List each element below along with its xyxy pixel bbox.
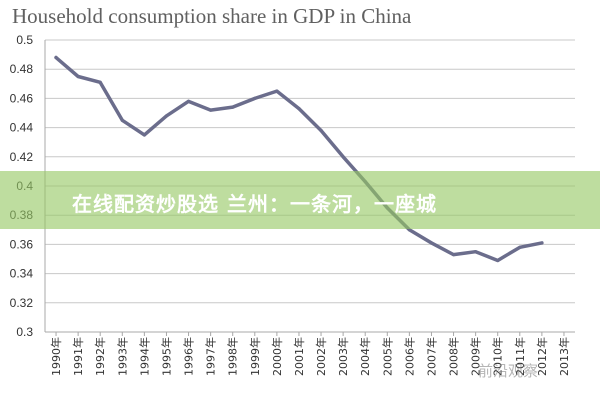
data-point xyxy=(231,105,235,109)
y-tick-label: 0.3 xyxy=(16,325,33,339)
series-group xyxy=(54,55,544,263)
x-tick-label: 1998年 xyxy=(226,337,240,376)
ad-banner[interactable] xyxy=(0,171,600,229)
data-point xyxy=(474,250,478,254)
watermark-text: 前沿观察 xyxy=(478,362,539,380)
data-point xyxy=(98,80,102,84)
series-line xyxy=(54,55,544,263)
x-tick-label: 1991年 xyxy=(71,337,85,376)
data-point xyxy=(275,89,279,93)
y-tick-label: 0.42 xyxy=(10,150,34,164)
x-tick-label: 1990年 xyxy=(49,337,63,376)
y-tick-label: 0.48 xyxy=(10,62,34,76)
ad-banner-text[interactable]: 在线配资炒股选 兰州：一条河，一座城 xyxy=(72,192,437,216)
data-point xyxy=(186,99,191,103)
x-tick-label: 1994年 xyxy=(137,337,151,376)
x-tick-label: 2005年 xyxy=(380,337,394,376)
x-tick-label: 1993年 xyxy=(115,337,129,376)
data-point xyxy=(54,55,58,60)
x-tick-label: 2012年 xyxy=(535,337,549,376)
x-tick-label: 1997年 xyxy=(204,337,218,376)
x-tick-label: 1996年 xyxy=(182,337,196,376)
y-tick-label: 0.36 xyxy=(10,237,34,251)
x-tick-label: 2000年 xyxy=(270,337,284,376)
x-tick-label: 2010年 xyxy=(491,337,505,376)
x-tick-label: 1999年 xyxy=(248,337,262,376)
y-tick-label: 0.34 xyxy=(10,267,34,281)
x-tick-label: 2004年 xyxy=(358,337,372,376)
y-tick-label: 0.5 xyxy=(16,33,33,47)
y-tick-label: 0.44 xyxy=(10,121,34,135)
data-point xyxy=(297,107,301,111)
data-point xyxy=(407,228,411,232)
x-tick-label: 2008年 xyxy=(447,337,461,376)
data-point xyxy=(341,155,345,159)
x-tick-label: 2006年 xyxy=(402,337,416,376)
x-tick-label: 2002年 xyxy=(314,337,328,376)
data-point xyxy=(142,133,146,137)
data-point xyxy=(164,114,169,118)
data-point xyxy=(76,74,80,79)
data-point xyxy=(120,118,124,122)
data-point xyxy=(518,245,522,249)
chart-title: Household consumption share in GDP in Ch… xyxy=(12,4,412,28)
data-point xyxy=(319,128,323,133)
x-tick-label: 2003年 xyxy=(336,337,350,376)
x-tick-label: 2007年 xyxy=(424,337,438,376)
x-tick-label: 1992年 xyxy=(93,337,107,376)
y-tick-label: 0.46 xyxy=(10,91,34,105)
x-tick-label: 2011年 xyxy=(513,337,527,376)
y-tick-label: 0.32 xyxy=(10,296,34,310)
data-point xyxy=(429,241,434,245)
x-tick-label: 2009年 xyxy=(469,337,483,376)
x-tick-label: 2001年 xyxy=(292,337,306,376)
data-point xyxy=(253,96,257,100)
data-point xyxy=(209,108,213,112)
data-point xyxy=(451,253,456,257)
x-tick-labels: 1990年 1991年 1992年 1993年 1994年 1995年 1996年 1997年… xyxy=(49,337,571,376)
x-tick-label: 2013年 xyxy=(557,337,571,376)
data-point xyxy=(540,241,544,245)
data-point xyxy=(496,258,500,263)
x-tick-label: 1995年 xyxy=(159,337,173,376)
